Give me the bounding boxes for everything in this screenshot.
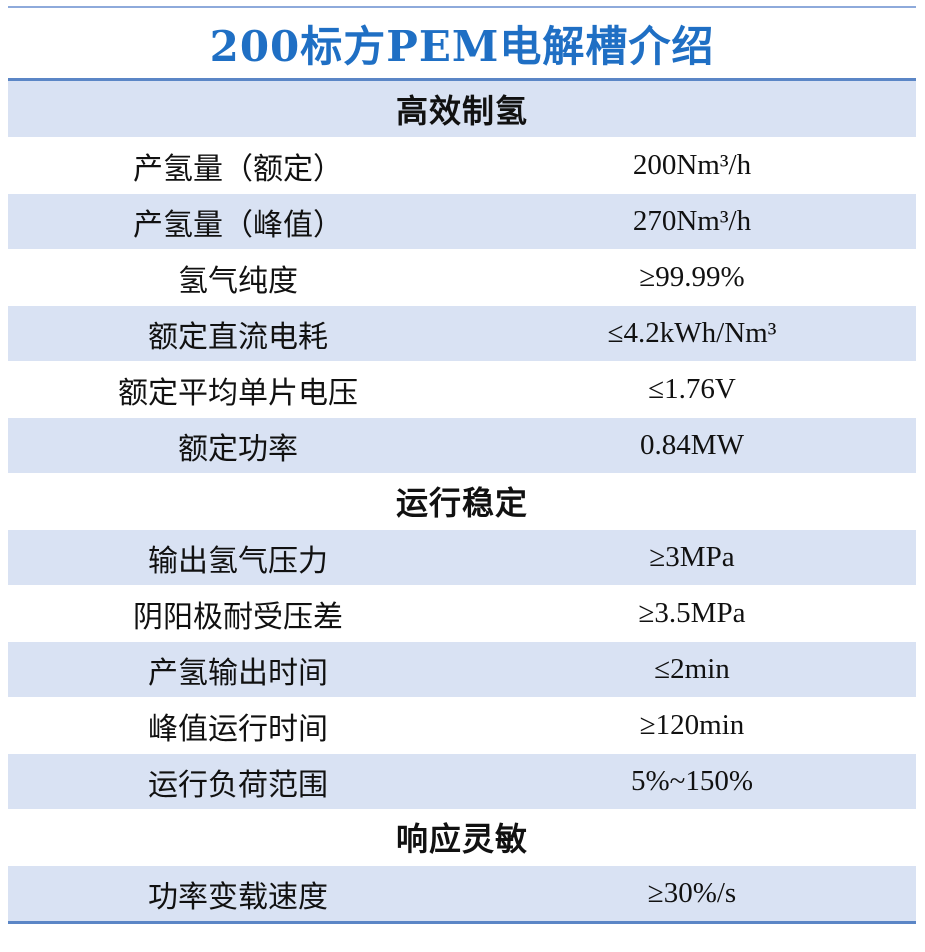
table-row: 额定功率 0.84MW — [8, 417, 916, 473]
spec-label: 运行负荷范围 — [148, 767, 328, 803]
spec-value: ≥3MPa — [649, 541, 735, 573]
title-divider — [8, 78, 916, 81]
spec-label: 输出氢气压力 — [148, 543, 328, 579]
section-heading-efficient-hydrogen: 高效制氢 — [8, 81, 916, 137]
spec-sheet: 200标方PEM电解槽介绍 高效制氢 产氢量（额定） 200Nm³/h 产氢量（… — [8, 6, 916, 924]
table-row: 产氢量（额定） 200Nm³/h — [8, 137, 916, 193]
spec-value: 0.84MW — [640, 429, 744, 461]
spec-value: ≤1.76V — [648, 373, 736, 405]
spec-label: 峰值运行时间 — [148, 711, 328, 747]
section-heading-responsive: 响应灵敏 — [8, 809, 916, 865]
spec-label: 产氢量（峰值） — [133, 207, 343, 243]
table-row: 输出氢气压力 ≥3MPa — [8, 529, 916, 585]
spec-label: 氢气纯度 — [178, 263, 298, 299]
table-row: 额定直流电耗 ≤4.2kWh/Nm³ — [8, 305, 916, 361]
spec-label: 产氢输出时间 — [148, 655, 328, 691]
spec-label: 阴阳极耐受压差 — [133, 599, 343, 635]
spec-label: 额定功率 — [178, 431, 298, 467]
spec-label: 功率变载速度 — [148, 879, 328, 915]
spec-value: 5%~150% — [630, 765, 753, 797]
spec-value: 270Nm³/h — [632, 205, 752, 237]
spec-value: 200Nm³/h — [632, 149, 752, 181]
spec-value: ≤2min — [654, 653, 730, 685]
page-title: 200标方PEM电解槽介绍 — [8, 6, 916, 78]
table-row: 阴阳极耐受压差 ≥3.5MPa — [8, 585, 916, 641]
table-row: 额定平均单片电压 ≤1.76V — [8, 361, 916, 417]
table-row: 运行负荷范围 5%~150% — [8, 753, 916, 809]
spec-label: 额定平均单片电压 — [118, 375, 358, 411]
table-row: 氢气纯度 ≥99.99% — [8, 249, 916, 305]
bottom-divider — [8, 921, 916, 924]
spec-value: ≥120min — [639, 709, 745, 741]
table-row: 峰值运行时间 ≥120min — [8, 697, 916, 753]
table-row: 功率变载速度 ≥30%/s — [8, 865, 916, 921]
spec-value: ≥30%/s — [647, 877, 737, 909]
spec-value: ≥99.99% — [639, 261, 745, 293]
spec-value: ≥3.5MPa — [638, 597, 746, 629]
table-row: 产氢输出时间 ≤2min — [8, 641, 916, 697]
spec-value: ≤4.2kWh/Nm³ — [607, 317, 777, 349]
section-heading-stable-operation: 运行稳定 — [8, 473, 916, 529]
table-row: 产氢量（峰值） 270Nm³/h — [8, 193, 916, 249]
spec-label: 额定直流电耗 — [148, 319, 328, 355]
spec-label: 产氢量（额定） — [133, 151, 343, 187]
